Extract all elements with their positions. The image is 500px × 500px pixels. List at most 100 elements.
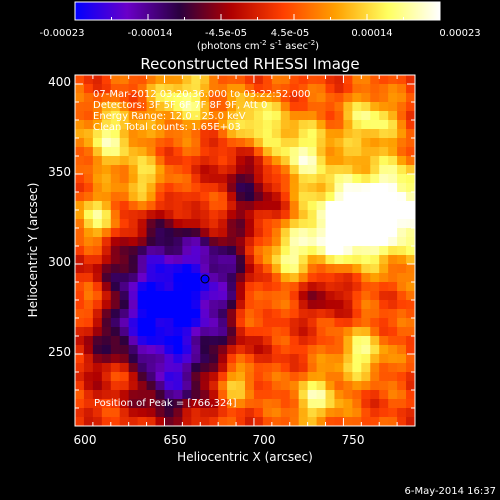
heatmap-cell xyxy=(352,408,362,418)
heatmap-cell xyxy=(110,309,121,319)
heatmap-cell xyxy=(155,120,166,130)
heatmap-cell xyxy=(83,102,94,112)
heatmap-cell xyxy=(361,219,371,229)
heatmap-cell xyxy=(298,210,309,220)
heatmap-cell xyxy=(334,273,345,283)
heatmap-cell xyxy=(379,93,389,103)
heatmap-cell xyxy=(92,363,103,373)
heatmap-cell xyxy=(75,102,85,112)
heatmap-cell xyxy=(388,255,398,265)
heatmap-cell xyxy=(200,156,210,166)
heatmap-cell xyxy=(343,111,353,121)
heatmap-cell xyxy=(218,372,228,382)
heatmap-cell xyxy=(397,93,407,103)
heatmap-cell xyxy=(236,282,246,292)
heatmap-cell xyxy=(388,318,398,328)
heatmap-cell xyxy=(209,318,219,328)
heatmap-cell xyxy=(191,93,201,103)
heatmap-cell xyxy=(128,273,139,283)
heatmap-cell xyxy=(236,129,246,139)
heatmap-cell xyxy=(406,408,415,418)
heatmap-cell xyxy=(236,228,246,238)
heatmap-cell xyxy=(334,138,345,148)
heatmap-cell xyxy=(316,102,327,112)
heatmap-cell xyxy=(343,255,353,265)
heatmap-cell xyxy=(92,201,103,211)
heatmap-cell xyxy=(227,318,237,328)
heatmap-cell xyxy=(316,399,327,409)
heatmap-cell xyxy=(101,219,112,229)
heatmap-cell xyxy=(128,111,139,121)
heatmap-cell xyxy=(325,147,336,157)
heatmap-cell xyxy=(236,111,246,121)
heatmap-cell xyxy=(352,372,362,382)
heatmap-cell xyxy=(227,309,237,319)
heatmap-cell xyxy=(298,282,309,292)
heatmap-cell xyxy=(146,255,157,265)
heatmap-cell xyxy=(388,156,398,166)
heatmap-cell xyxy=(352,273,362,283)
heatmap-cell xyxy=(316,246,327,256)
heatmap-cell xyxy=(75,309,85,319)
heatmap-cell xyxy=(110,318,121,328)
heatmap-cell xyxy=(271,93,282,103)
heatmap-cell xyxy=(218,309,228,319)
heatmap-cell xyxy=(388,147,398,157)
heatmap-cell xyxy=(325,156,336,166)
heatmap-cell xyxy=(352,183,362,193)
heatmap-cell xyxy=(370,111,380,121)
heatmap-cell xyxy=(280,417,291,426)
heatmap-cell xyxy=(200,201,210,211)
heatmap-cell xyxy=(191,255,201,265)
heatmap-cell xyxy=(289,219,300,229)
heatmap-cell xyxy=(137,399,148,409)
heatmap-cell xyxy=(191,336,201,346)
heatmap-cell xyxy=(388,300,398,310)
heatmap-cell xyxy=(164,264,175,274)
heatmap-cell xyxy=(182,345,192,355)
annotation-peak-position: Position of Peak = [766,324] xyxy=(94,398,237,409)
heatmap-cell xyxy=(236,381,246,391)
heatmap-cell xyxy=(406,255,415,265)
heatmap-cell xyxy=(92,102,103,112)
heatmap-cell xyxy=(119,138,130,148)
heatmap-cell xyxy=(218,237,228,247)
heatmap-cell xyxy=(397,219,407,229)
heatmap-cell xyxy=(173,417,183,426)
heatmap-cell xyxy=(137,363,148,373)
heatmap-cell xyxy=(289,354,300,364)
heatmap-cell xyxy=(191,156,201,166)
heatmap-cell xyxy=(343,390,353,400)
heatmap-cell xyxy=(128,93,139,103)
heatmap-cell xyxy=(352,192,362,202)
heatmap-cell xyxy=(289,327,300,337)
heatmap-cell xyxy=(370,219,380,229)
heatmap-cell xyxy=(253,183,264,193)
heatmap-cell xyxy=(388,408,398,418)
heatmap-cell xyxy=(262,237,273,247)
heatmap-cell xyxy=(227,246,237,256)
heatmap-cell xyxy=(209,255,219,265)
heatmap-cell xyxy=(101,246,112,256)
heatmap-cell xyxy=(307,210,318,220)
heatmap-cell xyxy=(307,399,318,409)
heatmap-cell xyxy=(191,291,201,301)
heatmap-cell xyxy=(325,291,336,301)
heatmap-cell xyxy=(119,237,130,247)
heatmap-cell xyxy=(289,120,300,130)
heatmap-cell xyxy=(361,372,371,382)
heatmap-cell xyxy=(361,318,371,328)
heatmap-cell xyxy=(343,372,353,382)
y-tick-label-350: 350 xyxy=(48,165,71,179)
heatmap-cell xyxy=(200,309,210,319)
heatmap-cell xyxy=(271,381,282,391)
heatmap-cell xyxy=(146,201,157,211)
heatmap-cell xyxy=(182,327,192,337)
heatmap-cell xyxy=(119,75,130,85)
heatmap-cell xyxy=(352,282,362,292)
heatmap-cell xyxy=(316,309,327,319)
heatmap-cell xyxy=(218,354,228,364)
heatmap-cell xyxy=(379,210,389,220)
heatmap-cell xyxy=(316,192,327,202)
heatmap-cell xyxy=(245,273,255,283)
